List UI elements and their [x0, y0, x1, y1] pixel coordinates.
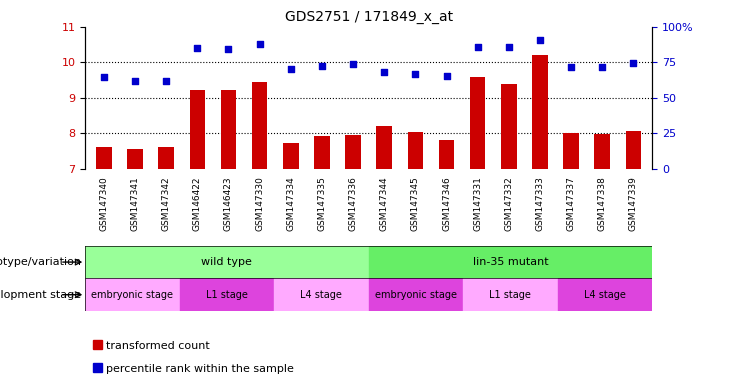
Point: [316, 63, 328, 69]
Bar: [159, 147, 174, 169]
Point: [441, 73, 453, 79]
Bar: [501, 84, 516, 169]
Point: [472, 45, 484, 51]
Bar: [439, 140, 454, 169]
Bar: [274, 278, 368, 311]
Text: L4 stage: L4 stage: [584, 290, 626, 300]
Bar: [563, 133, 579, 169]
Bar: [252, 82, 268, 169]
Bar: [625, 131, 641, 169]
Bar: [190, 90, 205, 169]
Bar: [221, 90, 236, 169]
Bar: [376, 126, 392, 169]
Bar: [85, 246, 369, 278]
Title: GDS2751 / 171849_x_at: GDS2751 / 171849_x_at: [285, 10, 453, 25]
Text: L1 stage: L1 stage: [206, 290, 248, 300]
Text: wild type: wild type: [202, 257, 253, 267]
Text: L1 stage: L1 stage: [489, 290, 531, 300]
Text: L4 stage: L4 stage: [300, 290, 342, 300]
Bar: [314, 136, 330, 169]
Text: transformed count: transformed count: [106, 341, 210, 351]
Point: [410, 71, 422, 77]
Point: [285, 66, 296, 72]
Point: [503, 45, 515, 51]
Point: [379, 69, 391, 75]
Point: [98, 74, 110, 80]
Point: [347, 61, 359, 67]
Bar: [470, 77, 485, 169]
Point: [565, 64, 577, 70]
Point: [129, 78, 141, 84]
Text: embryonic stage: embryonic stage: [375, 290, 457, 300]
Point: [222, 46, 234, 52]
Bar: [463, 278, 557, 311]
Bar: [369, 246, 652, 278]
Text: genotype/variation: genotype/variation: [0, 257, 82, 267]
Bar: [179, 278, 274, 311]
Text: percentile rank within the sample: percentile rank within the sample: [106, 364, 294, 374]
Point: [191, 45, 203, 51]
Text: development stage: development stage: [0, 290, 82, 300]
Point: [597, 64, 608, 70]
Point: [160, 78, 172, 84]
Bar: [594, 134, 610, 169]
Point: [628, 60, 639, 66]
Text: lin-35 mutant: lin-35 mutant: [473, 257, 548, 267]
Bar: [85, 278, 179, 311]
Bar: [557, 278, 652, 311]
Point: [534, 37, 546, 43]
Bar: [369, 278, 463, 311]
Bar: [96, 147, 112, 169]
Bar: [345, 135, 361, 169]
Bar: [127, 149, 143, 169]
Bar: [408, 132, 423, 169]
Bar: [532, 55, 548, 169]
Point: [253, 41, 265, 47]
Bar: [283, 143, 299, 169]
Text: embryonic stage: embryonic stage: [91, 290, 173, 300]
